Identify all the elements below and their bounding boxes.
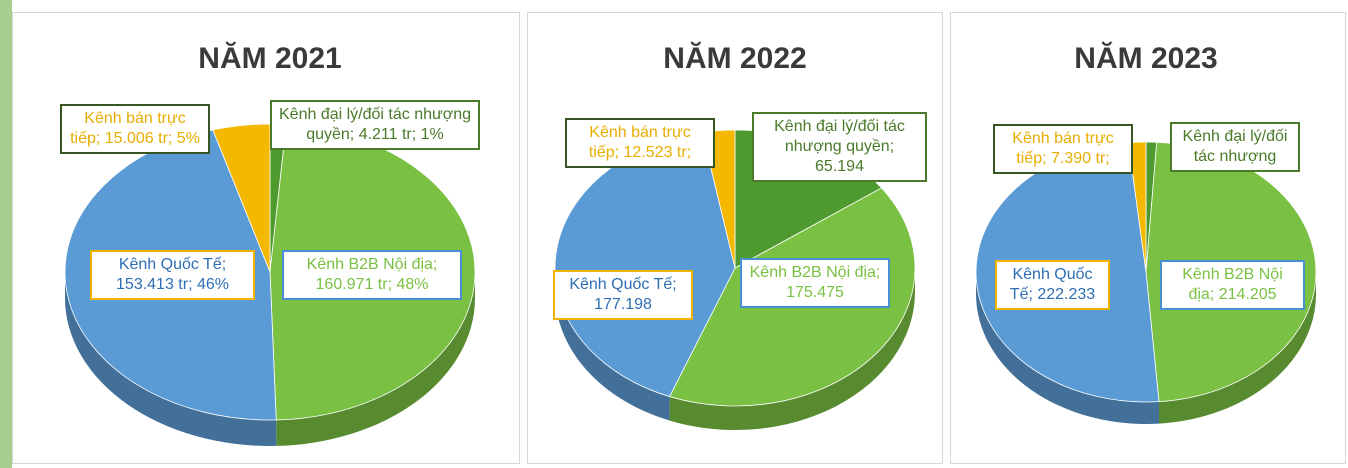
- chart-title: NĂM 2021: [198, 41, 341, 75]
- slice-side: [976, 272, 1159, 424]
- data-label: Kênh bán trực tiếp; 15.006 tr; 5%: [60, 104, 210, 154]
- slice-side: [65, 272, 277, 446]
- side-strip: [0, 0, 12, 468]
- data-label: Kênh bán trực tiếp; 12.523 tr;: [565, 118, 715, 168]
- data-label: Kênh Quốc Tế; 177.198: [553, 270, 693, 320]
- data-label: Kênh B2B Nội địa; 175.475: [740, 258, 890, 308]
- slice-side: [669, 268, 915, 431]
- data-label: Kênh B2B Nội địa; 160.971 tr; 48%: [282, 250, 462, 300]
- data-label: Kênh bán trực tiếp; 7.390 tr;: [993, 124, 1133, 174]
- slice-side: [276, 272, 475, 446]
- pie-slice: [212, 123, 271, 273]
- data-label: Kênh đại lý/đối tác nhượng quyền; 4.211 …: [270, 100, 480, 150]
- data-label: Kênh Quốc Tế; 222.233: [995, 260, 1110, 310]
- data-label: Kênh đại lý/đối tác nhượng: [1170, 122, 1300, 172]
- data-label: Kênh đại lý/đối tác nhượng quyền; 65.194: [752, 112, 927, 182]
- chart-title: NĂM 2022: [663, 41, 806, 75]
- data-label: Kênh Quốc Tế; 153.413 tr; 46%: [90, 250, 255, 300]
- slice-side: [555, 268, 670, 421]
- chart-title: NĂM 2023: [1074, 41, 1217, 75]
- data-label: Kênh B2B Nội địa; 214.205: [1160, 260, 1305, 310]
